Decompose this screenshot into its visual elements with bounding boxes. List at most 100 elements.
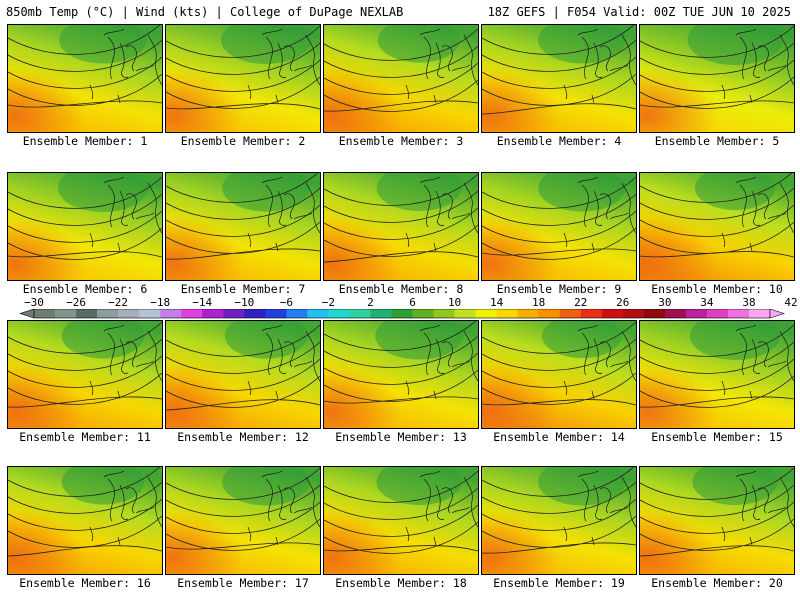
great-lakes-outline <box>89 324 162 400</box>
colorbar-max-arrow <box>769 309 785 319</box>
ensemble-member-caption: Ensemble Member: 3 <box>338 134 464 148</box>
colorbar-swatch <box>160 309 182 318</box>
great-lakes-outline <box>89 176 162 252</box>
temperature-colorbar: −30 −26 −22 −18 −14 −10 −6 −2 2 6 10 14 18 22 26 30 34 38… <box>0 296 800 320</box>
colorbar-tick-label: 10 <box>447 296 462 309</box>
temperature-field <box>324 25 478 132</box>
ensemble-map-panel[interactable] <box>639 466 795 575</box>
temperature-field <box>8 467 162 574</box>
height-contours <box>640 25 794 109</box>
height-contours <box>324 321 478 404</box>
colorbar-tick-label: −2 <box>321 296 336 309</box>
colorbar-swatch <box>181 309 203 318</box>
great-lakes-outline <box>247 28 320 104</box>
ensemble-map-panel[interactable] <box>639 24 795 133</box>
great-lakes-outline <box>721 176 794 252</box>
ensemble-map-panel[interactable] <box>323 466 479 575</box>
temperature-field <box>482 173 636 280</box>
ensemble-map-panel[interactable] <box>165 24 321 133</box>
height-contours <box>482 176 636 260</box>
colorbar-swatch <box>538 309 561 318</box>
colorbar-tick-label: 26 <box>616 296 630 309</box>
colorbar-tick-label: −26 <box>66 296 86 309</box>
height-contours <box>166 324 320 411</box>
ensemble-map-panel[interactable] <box>481 466 637 575</box>
colorbar-swatch <box>286 309 308 318</box>
colorbar-swatch <box>622 309 645 318</box>
colorbar-tick-label: 34 <box>700 296 714 309</box>
colorbar-swatch <box>664 309 687 318</box>
colorbar-swatch <box>748 309 771 318</box>
colorbar-swatch <box>118 309 140 318</box>
colorbar-swatch <box>496 309 518 318</box>
colorbar-swatch <box>727 309 750 318</box>
ensemble-map-panel[interactable] <box>7 320 163 429</box>
ensemble-member-caption: Ensemble Member: 13 <box>335 430 467 444</box>
ensemble-member-caption: Ensemble Member: 6 <box>22 282 148 296</box>
great-lakes-outline <box>721 324 794 400</box>
ensemble-member-caption: Ensemble Member: 4 <box>496 134 622 148</box>
colorbar-swatch <box>265 309 287 318</box>
ensemble-member-caption: Ensemble Member: 8 <box>338 282 464 296</box>
temperature-field <box>482 321 636 428</box>
colorbar-scale <box>19 309 785 319</box>
colorbar-swatch <box>139 309 161 318</box>
ensemble-member-caption: Ensemble Member: 7 <box>180 282 306 296</box>
temperature-field <box>166 321 320 428</box>
model-run-label: 18Z GEFS | F054 Valid: 00Z TUE JUN 10 20… <box>487 5 791 19</box>
height-contours <box>324 28 478 112</box>
great-lakes-outline <box>247 176 320 252</box>
colorbar-swatch <box>223 309 245 318</box>
ensemble-map-panel[interactable] <box>481 320 637 429</box>
great-lakes-outline <box>721 28 794 104</box>
colorbar-swatch <box>307 309 329 318</box>
height-contours <box>640 324 794 408</box>
temperature-field <box>324 173 478 280</box>
colorbar-min-arrow <box>19 309 35 319</box>
ensemble-map-panel[interactable] <box>481 24 637 133</box>
height-contours <box>324 470 478 554</box>
ensemble-map-panel[interactable] <box>323 320 479 429</box>
ensemble-map-panel[interactable] <box>323 24 479 133</box>
colorbar-tick-label: 30 <box>658 296 672 309</box>
temperature-field <box>640 321 794 428</box>
ensemble-map-panel[interactable] <box>165 320 321 429</box>
colorbar-tick-label: 18 <box>532 296 546 309</box>
colorbar-swatch <box>391 309 413 318</box>
temperature-field <box>8 173 162 280</box>
temperature-field <box>166 467 320 574</box>
map-title: 850mb Temp (°C) | Wind (kts) | College o… <box>6 5 404 19</box>
temperature-field <box>8 25 162 132</box>
colorbar-swatch <box>328 309 350 318</box>
ensemble-map-panel[interactable] <box>7 466 163 575</box>
great-lakes-outline <box>405 324 478 400</box>
colorbar-swatch <box>349 309 371 318</box>
ensemble-map-panel[interactable] <box>7 172 163 281</box>
ensemble-map-panel[interactable] <box>481 172 637 281</box>
temperature-field <box>640 173 794 280</box>
ensemble-map-panel[interactable] <box>165 172 321 281</box>
great-lakes-outline <box>563 28 636 104</box>
great-lakes-outline <box>563 176 636 252</box>
colorbar-swatch <box>76 309 98 318</box>
ensemble-map-panel[interactable] <box>165 466 321 575</box>
ensemble-member-caption: Ensemble Member: 5 <box>654 134 780 148</box>
temperature-field <box>324 321 478 428</box>
colorbar-tick-label: −10 <box>234 296 255 309</box>
ensemble-map-panel[interactable] <box>7 24 163 133</box>
ensemble-member-caption: Ensemble Member: 1 <box>22 134 148 148</box>
ensemble-map-panel[interactable] <box>323 172 479 281</box>
colorbar-tick-label: −18 <box>150 296 171 309</box>
colorbar-swatch <box>643 309 666 318</box>
ensemble-map-panel[interactable] <box>639 320 795 429</box>
ensemble-member-caption: Ensemble Member: 14 <box>493 430 625 444</box>
height-contours <box>482 467 636 554</box>
ensemble-member-caption: Ensemble Member: 20 <box>651 576 783 590</box>
temperature-field <box>166 25 320 132</box>
great-lakes-outline <box>89 470 162 546</box>
ensemble-map-panel[interactable] <box>639 172 795 281</box>
height-contours <box>8 321 162 408</box>
colorbar-swatch <box>244 309 266 318</box>
great-lakes-outline <box>563 324 636 400</box>
colorbar-swatch <box>55 309 77 318</box>
